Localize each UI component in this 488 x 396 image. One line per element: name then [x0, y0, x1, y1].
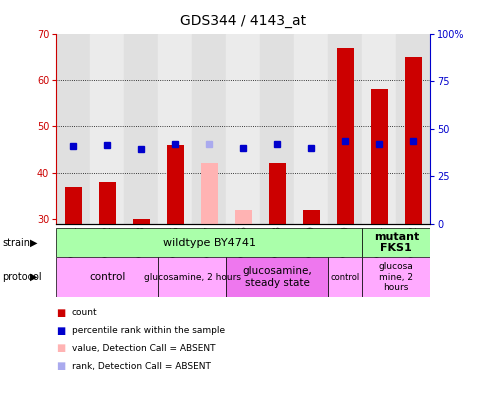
Text: value, Detection Call = ABSENT: value, Detection Call = ABSENT — [72, 344, 215, 353]
Bar — [90, 34, 124, 224]
Text: control: control — [89, 272, 125, 282]
Text: ■: ■ — [56, 361, 65, 371]
Bar — [226, 257, 327, 297]
Bar — [268, 164, 285, 224]
Bar — [370, 89, 387, 224]
Text: rank, Detection Call = ABSENT: rank, Detection Call = ABSENT — [72, 362, 210, 371]
Bar — [362, 34, 395, 224]
Bar — [56, 34, 90, 224]
Bar — [201, 164, 217, 224]
Bar — [158, 34, 192, 224]
Text: wildtype BY4741: wildtype BY4741 — [163, 238, 255, 248]
Bar — [362, 257, 429, 297]
Bar — [395, 34, 429, 224]
Bar — [327, 34, 362, 224]
Text: strain: strain — [2, 238, 30, 248]
Text: percentile rank within the sample: percentile rank within the sample — [72, 326, 224, 335]
Bar — [362, 228, 429, 257]
Text: ▶: ▶ — [29, 238, 37, 248]
Text: glucosa
mine, 2
hours: glucosa mine, 2 hours — [378, 262, 413, 292]
Bar — [226, 34, 260, 224]
Text: control: control — [330, 273, 359, 282]
Text: ■: ■ — [56, 308, 65, 318]
Text: glucosamine, 2 hours: glucosamine, 2 hours — [143, 273, 240, 282]
Bar — [327, 257, 362, 297]
Bar — [132, 219, 149, 224]
Text: count: count — [72, 308, 97, 317]
Bar — [234, 210, 251, 224]
Text: ■: ■ — [56, 343, 65, 354]
Text: protocol: protocol — [2, 272, 42, 282]
Bar — [64, 187, 81, 224]
Bar — [99, 182, 116, 224]
Text: ▶: ▶ — [29, 272, 37, 282]
Text: glucosamine,
steady state: glucosamine, steady state — [242, 267, 311, 288]
Bar — [302, 210, 319, 224]
Bar — [260, 34, 294, 224]
Bar — [192, 34, 226, 224]
Bar — [404, 57, 421, 224]
Text: mutant
FKS1: mutant FKS1 — [373, 232, 418, 253]
Bar — [56, 257, 158, 297]
Bar — [336, 48, 353, 224]
Bar — [294, 34, 327, 224]
Text: ■: ■ — [56, 326, 65, 336]
Text: GDS344 / 4143_at: GDS344 / 4143_at — [180, 14, 305, 28]
Bar — [166, 145, 183, 224]
Bar — [124, 34, 158, 224]
Bar — [158, 257, 226, 297]
Bar — [56, 228, 362, 257]
